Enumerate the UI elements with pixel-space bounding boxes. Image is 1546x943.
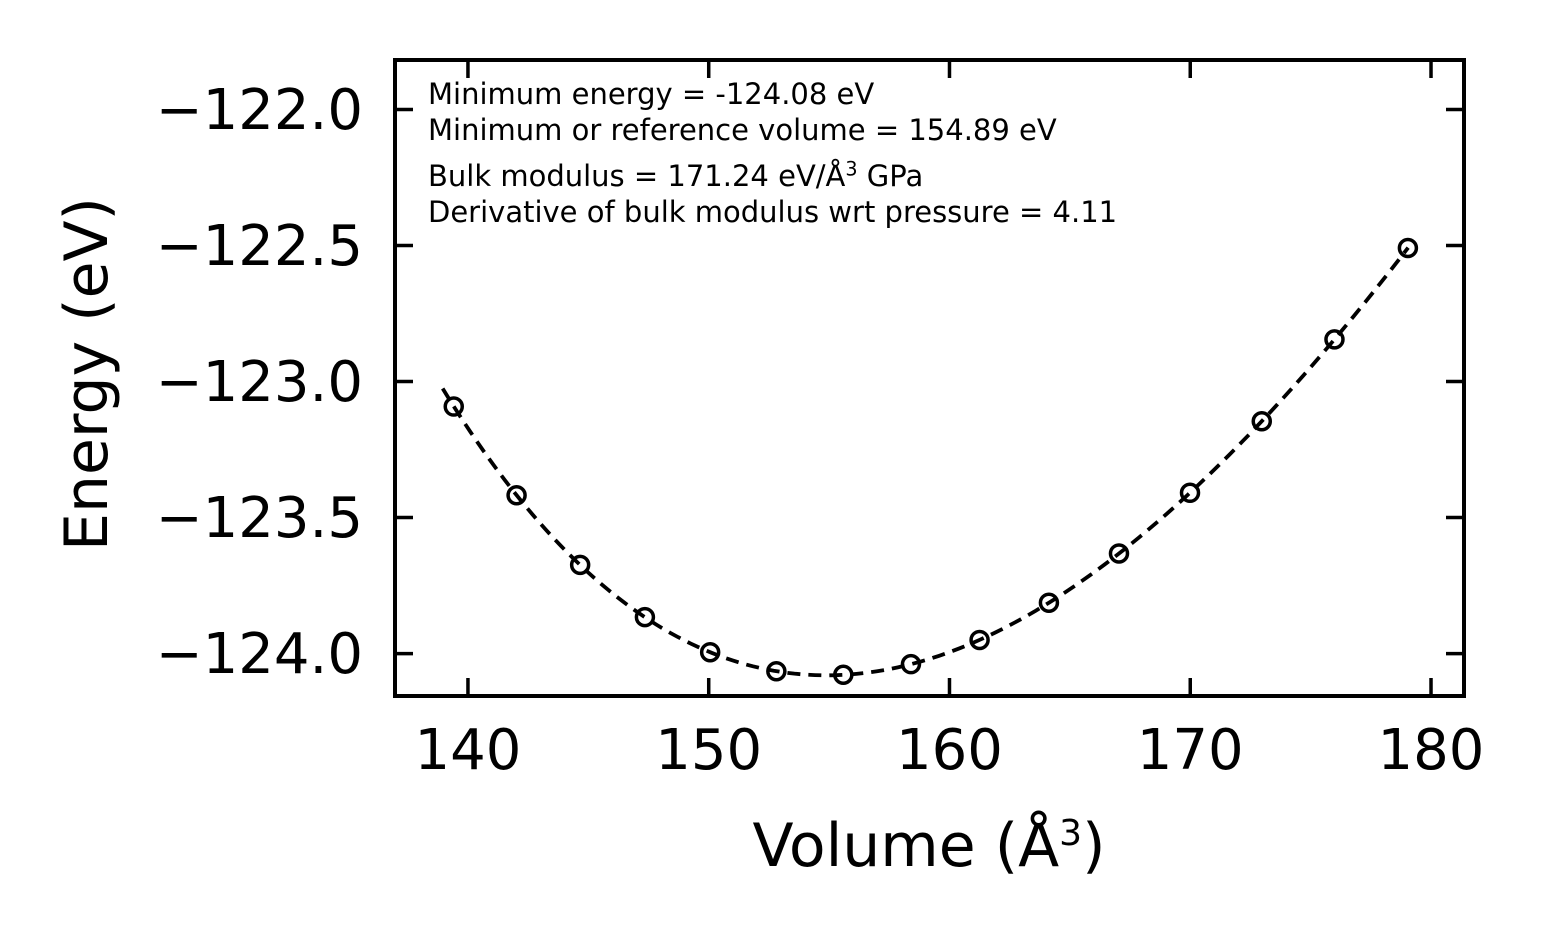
data-point-marker [766,661,787,682]
data-point-marker [900,653,922,675]
data-point-marker [699,641,721,663]
data-point-marker [443,396,464,417]
x-tick-label: 140 [414,718,522,783]
eos-fit-curve [441,246,1410,678]
x-axis-label-close: ) [1082,811,1106,881]
y-tick-label: −122.0 [155,77,363,143]
data-point-marker [1251,411,1273,432]
x-tick-label: 150 [655,718,763,783]
data-point-marker [1324,329,1345,350]
annotation-minimum-volume: Minimum or reference volume = 154.89 eV [428,113,1057,147]
data-point-marker [569,554,591,576]
annotation-bulk-modulus-text: Bulk modulus = 171.24 eV/Å [428,159,846,193]
x-axis-label: Volume (Å3) [629,813,1229,879]
annotation-minimum-energy: Minimum energy = -124.08 eV [428,77,875,111]
data-point-marker [506,484,527,506]
annotation-bulk-modulus-unit: GPa [857,159,924,193]
y-tick-label: −122.5 [155,213,363,279]
data-point-marker [969,629,990,651]
y-tick-label: −124.0 [155,621,363,687]
y-tick-label: −123.0 [155,349,363,415]
x-tick-label: 160 [896,718,1003,783]
data-point-marker [833,664,854,686]
axes-frame [393,58,1466,698]
x-axis-label-superscript: 3 [1059,813,1083,854]
y-tick-label: −123.5 [155,485,363,551]
annotation-bulk-modulus: Bulk modulus = 171.24 eV/Å3 GPa [428,158,1117,194]
data-point-marker [1108,543,1130,564]
x-tick-label: 170 [1136,718,1244,783]
data-point-marker [634,606,656,628]
annotation-bulk-modulus-derivative: Derivative of bulk modulus wrt pressure … [428,195,1118,229]
fit-parameters-annotation: Minimum energy = -124.08 eV Minimum or r… [428,76,1117,230]
x-axis-label-text: Volume (Å [752,811,1060,881]
x-tick-label: 180 [1377,718,1485,783]
data-point-marker [1179,482,1201,504]
superscript-3: 3 [845,157,858,181]
data-point-marker [1397,237,1419,259]
data-point-marker [1038,592,1060,613]
